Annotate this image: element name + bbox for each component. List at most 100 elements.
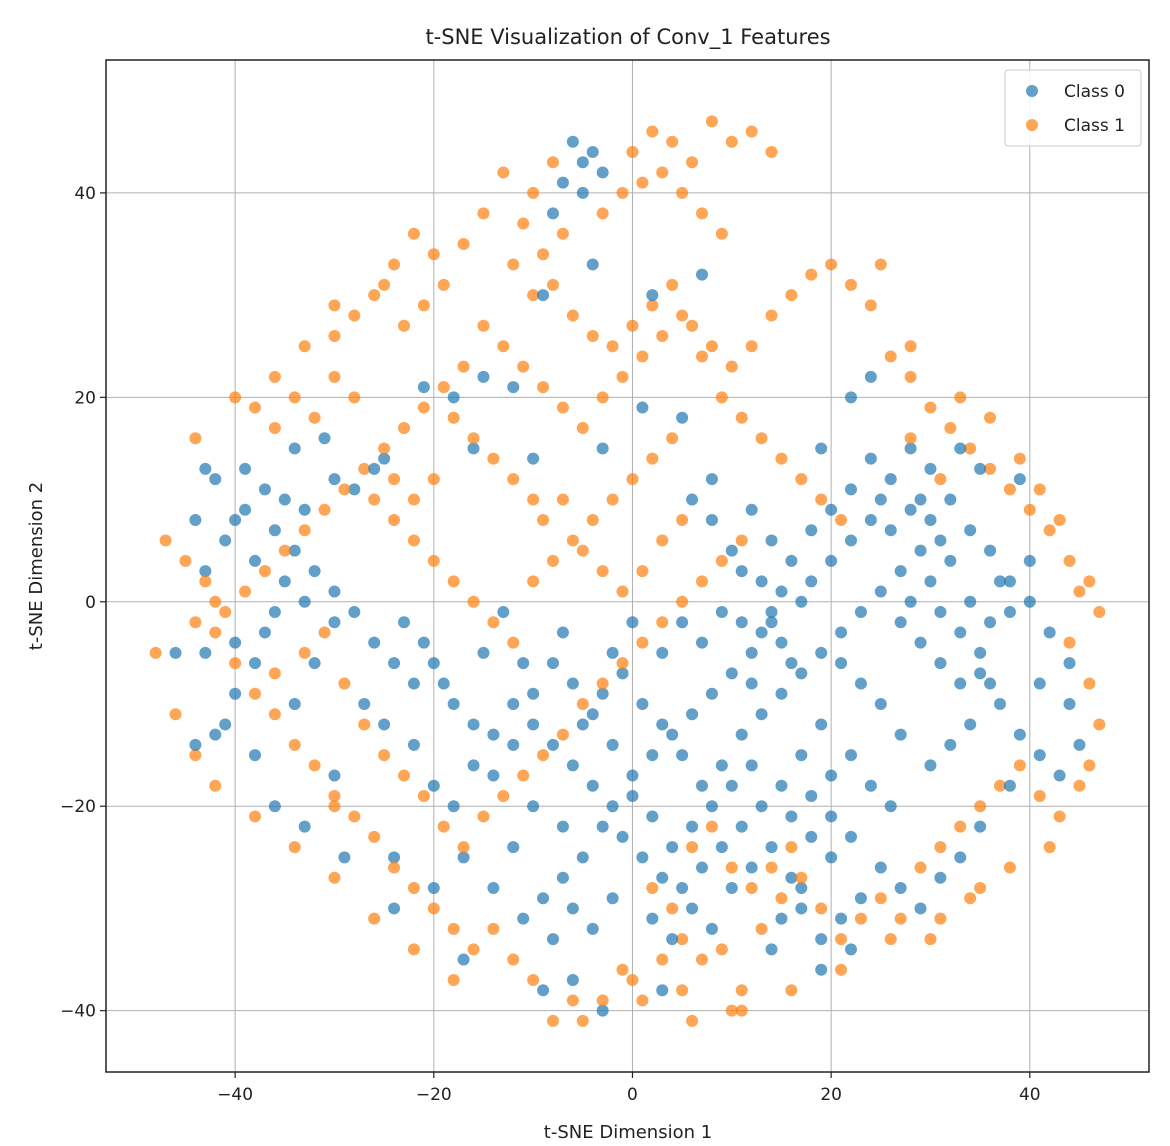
point-class-0 [705, 800, 718, 813]
point-class-0 [974, 667, 987, 680]
point-class-0 [696, 636, 708, 649]
point-class-0 [566, 902, 579, 915]
point-class-0 [874, 493, 887, 506]
x-tick-label: 0 [627, 1085, 638, 1105]
point-class-1 [298, 524, 311, 537]
point-class-1 [755, 432, 768, 445]
point-class-1 [209, 626, 222, 639]
point-class-0 [676, 882, 689, 894]
point-class-1 [616, 963, 629, 976]
point-class-1 [646, 882, 659, 894]
point-class-1 [1073, 585, 1086, 598]
point-class-0 [696, 779, 708, 792]
point-class-0 [1023, 554, 1036, 567]
point-class-1 [596, 207, 609, 220]
point-class-1 [656, 330, 669, 342]
point-class-0 [755, 708, 768, 721]
point-class-0 [914, 902, 927, 915]
point-class-0 [914, 636, 927, 649]
point-class-1 [725, 135, 738, 148]
point-class-0 [974, 462, 987, 475]
point-class-0 [904, 442, 917, 455]
point-class-1 [268, 667, 281, 680]
legend-marker-class-1 [1026, 119, 1038, 131]
point-class-1 [427, 554, 440, 567]
point-class-1 [378, 749, 391, 762]
point-class-1 [1053, 514, 1066, 526]
point-class-1 [427, 902, 440, 915]
point-class-0 [705, 922, 718, 935]
y-tick-label: −40 [60, 1002, 96, 1022]
point-class-0 [338, 851, 351, 864]
point-class-1 [1003, 861, 1016, 874]
point-class-1 [288, 391, 301, 404]
legend-box [1004, 69, 1142, 147]
point-class-0 [477, 370, 490, 383]
point-class-1 [854, 912, 867, 925]
point-class-0 [447, 391, 460, 404]
point-class-0 [984, 544, 997, 557]
point-class-0 [1043, 626, 1056, 639]
point-class-1 [556, 227, 569, 240]
point-class-1 [745, 340, 758, 353]
point-class-0 [954, 851, 967, 864]
point-class-1 [636, 636, 649, 649]
point-class-0 [864, 779, 877, 792]
point-class-0 [308, 565, 321, 578]
point-class-1 [507, 258, 520, 271]
point-class-1 [566, 309, 579, 322]
point-class-0 [676, 411, 689, 424]
point-class-0 [755, 626, 768, 639]
point-class-1 [1033, 483, 1046, 496]
point-class-0 [219, 718, 232, 731]
point-class-1 [904, 370, 917, 383]
point-class-1 [765, 146, 778, 158]
point-class-1 [547, 1014, 559, 1027]
point-class-1 [1083, 759, 1096, 772]
point-class-1 [298, 646, 311, 659]
point-class-0 [676, 616, 689, 629]
point-class-1 [845, 278, 857, 291]
point-class-0 [795, 749, 808, 762]
point-class-1 [398, 319, 410, 332]
point-class-0 [229, 636, 242, 649]
point-class-0 [835, 657, 848, 670]
point-class-0 [239, 462, 252, 475]
point-class-0 [606, 646, 619, 659]
point-class-0 [298, 595, 311, 608]
point-class-1 [576, 422, 589, 434]
point-class-0 [348, 483, 361, 496]
point-class-1 [616, 370, 629, 383]
point-class-1 [308, 759, 321, 772]
point-class-1 [576, 544, 589, 557]
point-class-0 [547, 657, 559, 670]
point-class-0 [815, 718, 828, 731]
point-class-0 [954, 677, 967, 690]
point-class-0 [288, 442, 301, 455]
point-class-0 [636, 401, 649, 414]
point-class-0 [994, 575, 1006, 588]
point-class-0 [368, 462, 381, 475]
point-class-1 [427, 473, 440, 486]
point-class-0 [894, 728, 907, 741]
point-class-0 [874, 585, 887, 598]
point-class-1 [934, 841, 947, 854]
point-class-0 [427, 882, 440, 894]
point-class-1 [636, 176, 649, 189]
point-class-1 [517, 360, 530, 373]
point-class-0 [696, 268, 708, 281]
point-class-0 [596, 1004, 609, 1017]
point-class-1 [686, 841, 699, 854]
point-class-0 [825, 554, 838, 567]
point-class-1 [328, 370, 341, 383]
point-class-1 [954, 391, 967, 404]
point-class-1 [835, 963, 848, 976]
point-class-1 [249, 401, 261, 414]
point-class-0 [934, 606, 947, 618]
point-class-0 [596, 820, 609, 833]
point-class-1 [507, 473, 520, 486]
point-class-1 [209, 779, 222, 792]
point-class-1 [388, 473, 401, 486]
point-class-1 [447, 575, 460, 588]
point-class-1 [715, 554, 728, 567]
